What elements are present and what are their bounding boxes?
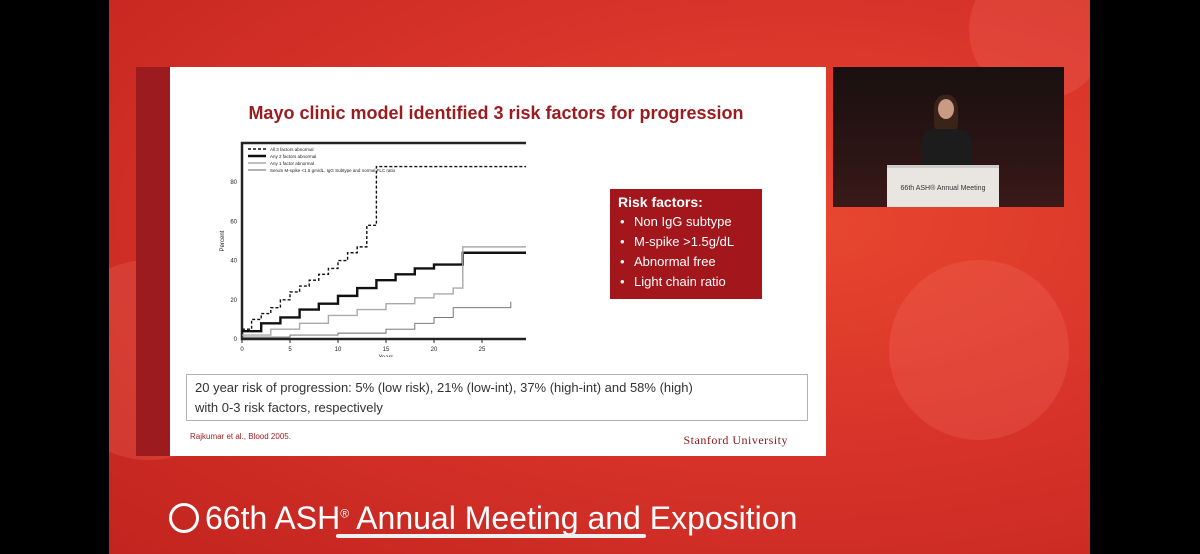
y-tick-label: 20 <box>230 298 237 304</box>
legend-entry: Any 2 factors abnormal <box>270 154 316 159</box>
x-tick-label: 20 <box>431 347 438 353</box>
km-series-line-2 <box>242 251 526 333</box>
summary-line: with 0-3 risk factors, respectively <box>195 400 383 415</box>
x-tick-label: 10 <box>335 347 342 353</box>
legend-entry: Serum M-spike <1.5 gm/dL, IgG Subtype an… <box>270 168 396 173</box>
decor-bubble <box>889 260 1069 440</box>
slide-title: Mayo clinic model identified 3 risk fact… <box>248 103 744 123</box>
risk-factor-item: Non IgG subtype <box>618 212 754 232</box>
y-tick-label: 0 <box>234 337 238 343</box>
x-tick-label: 0 <box>240 347 244 353</box>
university-logo-text: Stanford University <box>683 433 788 447</box>
risk-factor-item: M-spike >1.5g/dL <box>618 232 754 252</box>
risk-summary-box: 20 year risk of progression: 5% (low ris… <box>186 374 808 421</box>
video-scrub-bar[interactable] <box>336 534 646 538</box>
speaker-webcam: 66th ASH® Annual Meeting <box>833 67 1064 207</box>
x-tick-label: 15 <box>383 347 390 353</box>
slide-accent-bar <box>136 67 170 456</box>
kaplan-meier-plot: 051015202530020406080YearsPercentAll 3 f… <box>220 141 526 357</box>
legend-entry: Any 1 factor abnormal <box>270 161 314 166</box>
km-series-line-4 <box>242 301 512 338</box>
risk-factor-item: Abnormal free <box>618 252 754 272</box>
risk-factor-item-continued: Light chain ratio <box>618 272 754 292</box>
slide: Mayo clinic model identified 3 risk fact… <box>136 67 826 456</box>
podium: 66th ASH® Annual Meeting <box>887 165 999 207</box>
plot-frame <box>240 141 526 341</box>
risk-factors-heading: Risk factors: <box>618 194 703 210</box>
speaker-body <box>921 129 971 169</box>
km-series-line-1 <box>242 165 526 330</box>
x-tick-label: 25 <box>479 347 486 353</box>
ash-logo-icon <box>169 503 199 533</box>
citation: Rajkumar et al., Blood 2005. <box>190 432 291 441</box>
brand-mark: ® <box>340 506 350 521</box>
y-tick-label: 40 <box>230 259 237 265</box>
risk-factor-text: Light chain ratio <box>634 274 726 289</box>
y-tick-label: 80 <box>230 180 237 186</box>
brand-number: 66th ASH <box>205 500 341 536</box>
risk-factors-box: Risk factors: Non IgG subtype M-spike >1… <box>610 189 762 299</box>
x-tick-label: 5 <box>288 347 292 353</box>
y-tick-label: 60 <box>230 219 237 225</box>
legend-entry: All 3 factors abnormal <box>270 147 314 152</box>
km-series-line-3 <box>242 246 526 336</box>
brand-rest: Annual Meeting and Exposition <box>349 500 798 536</box>
speaker-head <box>938 99 954 119</box>
y-axis-label: Percent <box>220 230 226 251</box>
x-axis-label: Years <box>378 355 393 357</box>
presentation-stage: Mayo clinic model identified 3 risk fact… <box>109 0 1090 554</box>
event-branding: 66th ASH® Annual Meeting and Exposition <box>169 500 797 537</box>
summary-line: 20 year risk of progression: 5% (low ris… <box>195 380 693 395</box>
